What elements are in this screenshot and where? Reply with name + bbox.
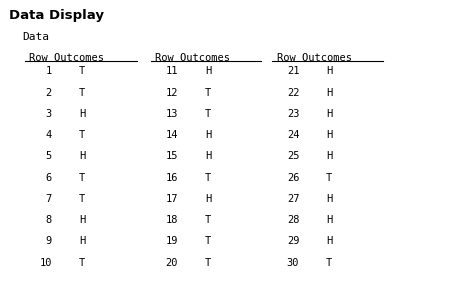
Text: 22: 22: [287, 88, 299, 98]
Text: T: T: [79, 173, 85, 183]
Text: 29: 29: [287, 236, 299, 246]
Text: 8: 8: [45, 215, 52, 225]
Text: H: H: [205, 194, 211, 204]
Text: 13: 13: [165, 109, 178, 119]
Text: T: T: [79, 194, 85, 204]
Text: Data: Data: [22, 32, 50, 42]
Text: 20: 20: [165, 258, 178, 268]
Text: 28: 28: [287, 215, 299, 225]
Text: 9: 9: [45, 236, 52, 246]
Text: H: H: [326, 215, 333, 225]
Text: T: T: [205, 109, 211, 119]
Text: T: T: [79, 258, 85, 268]
Text: H: H: [79, 109, 85, 119]
Text: H: H: [326, 88, 333, 98]
Text: 15: 15: [165, 151, 178, 161]
Text: 1: 1: [45, 66, 52, 76]
Text: H: H: [205, 130, 211, 140]
Text: H: H: [79, 236, 85, 246]
Text: T: T: [326, 258, 333, 268]
Text: H: H: [326, 236, 333, 246]
Text: 19: 19: [165, 236, 178, 246]
Text: 18: 18: [165, 215, 178, 225]
Text: 11: 11: [165, 66, 178, 76]
Text: H: H: [326, 109, 333, 119]
Text: 12: 12: [165, 88, 178, 98]
Text: 2: 2: [45, 88, 52, 98]
Text: H: H: [79, 151, 85, 161]
Text: 27: 27: [287, 194, 299, 204]
Text: T: T: [205, 258, 211, 268]
Text: 23: 23: [287, 109, 299, 119]
Text: 21: 21: [287, 66, 299, 76]
Text: H: H: [205, 66, 211, 76]
Text: T: T: [205, 173, 211, 183]
Text: 10: 10: [39, 258, 52, 268]
Text: T: T: [205, 88, 211, 98]
Text: Row Outcomes: Row Outcomes: [277, 53, 352, 63]
Text: 4: 4: [45, 130, 52, 140]
Text: H: H: [326, 151, 333, 161]
Text: H: H: [326, 130, 333, 140]
Text: T: T: [205, 215, 211, 225]
Text: T: T: [79, 88, 85, 98]
Text: 25: 25: [287, 151, 299, 161]
Text: H: H: [79, 215, 85, 225]
Text: 6: 6: [45, 173, 52, 183]
Text: 26: 26: [287, 173, 299, 183]
Text: Row Outcomes: Row Outcomes: [29, 53, 104, 63]
Text: T: T: [205, 236, 211, 246]
Text: H: H: [326, 66, 333, 76]
Text: Row Outcomes: Row Outcomes: [155, 53, 230, 63]
Text: H: H: [205, 151, 211, 161]
Text: T: T: [79, 66, 85, 76]
Text: 16: 16: [165, 173, 178, 183]
Text: 30: 30: [287, 258, 299, 268]
Text: 7: 7: [45, 194, 52, 204]
Text: 5: 5: [45, 151, 52, 161]
Text: 24: 24: [287, 130, 299, 140]
Text: T: T: [79, 130, 85, 140]
Text: 3: 3: [45, 109, 52, 119]
Text: Data Display: Data Display: [9, 9, 104, 22]
Text: T: T: [326, 173, 333, 183]
Text: 17: 17: [165, 194, 178, 204]
Text: 14: 14: [165, 130, 178, 140]
Text: H: H: [326, 194, 333, 204]
